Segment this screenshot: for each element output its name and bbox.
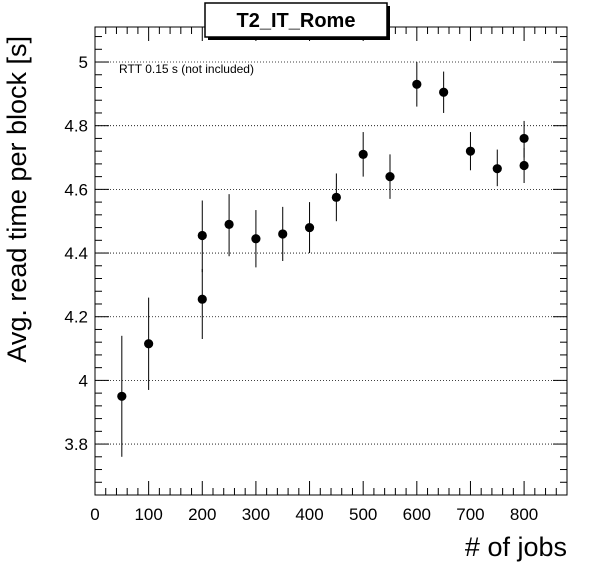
title-box: T2_IT_Rome: [204, 2, 390, 40]
y-tick-label: 3.8: [64, 435, 88, 454]
rtt-annotation: RTT 0.15 s (not included): [119, 62, 254, 76]
data-point: [331, 192, 341, 202]
y-tick-label: 4.2: [64, 308, 88, 327]
data-point: [385, 172, 395, 182]
data-point: [251, 234, 261, 244]
chart-title: T2_IT_Rome: [237, 10, 356, 32]
title-box-frame: [204, 2, 388, 38]
data-point: [278, 229, 288, 239]
data-point: [224, 219, 234, 229]
y-axis-title: Avg. read time per block [s]: [2, 36, 32, 363]
data-point: [197, 230, 207, 241]
x-tick-label: 400: [295, 505, 323, 524]
y-tick-label: 4.8: [64, 117, 88, 136]
data-point: [117, 391, 127, 401]
data-point: [412, 79, 422, 89]
gridlines: [95, 61, 567, 445]
axis-ticks: [94, 27, 568, 496]
data-point: [439, 87, 449, 97]
data-point: [304, 222, 315, 233]
x-tick-label: 100: [134, 505, 162, 524]
x-tick-label: 700: [456, 505, 484, 524]
data-points: [117, 62, 529, 457]
y-tick-label: 4.4: [64, 244, 88, 263]
y-tick-label: 4.6: [64, 180, 88, 199]
x-tick-label: 200: [188, 505, 216, 524]
tick-labels: 0 100 200 300 400 500 600 700 800 3.8 4 4.2 4.4 4.6 4.…: [64, 53, 538, 524]
x-axis-title: # of jobs: [465, 532, 567, 562]
data-point: [519, 160, 529, 171]
x-tick-label: 0: [90, 505, 99, 524]
data-point: [492, 164, 502, 174]
x-tick-label: 500: [349, 505, 377, 524]
y-tick-label: 5: [79, 53, 88, 72]
data-point: [358, 149, 368, 159]
x-tick-label: 300: [242, 505, 270, 524]
data-point: [465, 146, 476, 156]
y-tick-label: 4: [79, 371, 88, 390]
x-tick-label: 600: [403, 505, 431, 524]
x-tick-label: 800: [510, 505, 538, 524]
data-point: [519, 133, 529, 144]
data-point: [197, 294, 207, 304]
data-point: [144, 339, 154, 349]
